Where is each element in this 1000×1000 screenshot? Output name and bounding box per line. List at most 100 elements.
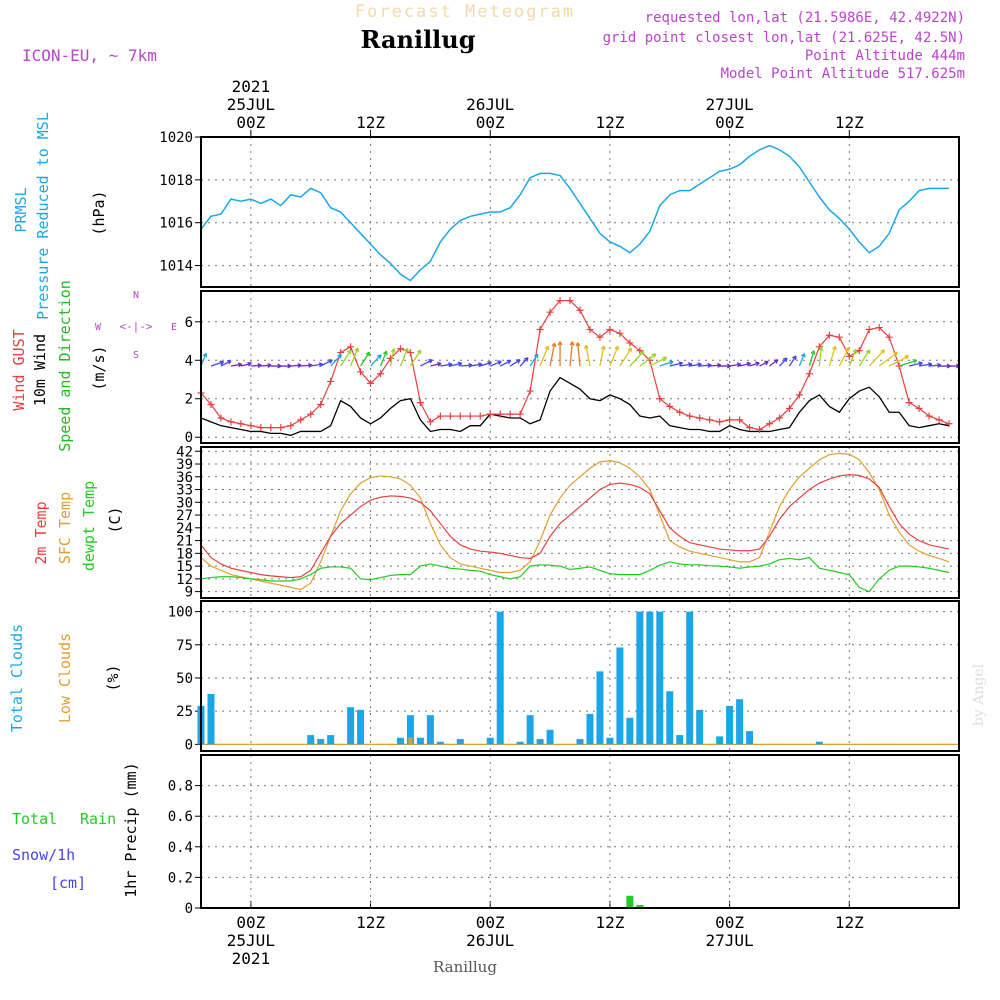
dewpt-line bbox=[200, 556, 950, 593]
y-tick-label: 0.8 bbox=[168, 779, 193, 795]
gust-point bbox=[855, 347, 863, 355]
time-label: 26JUL bbox=[466, 931, 514, 950]
gust-point bbox=[616, 329, 624, 337]
rain-bar bbox=[626, 895, 634, 908]
temperature-frame bbox=[200, 446, 960, 599]
gust-point bbox=[746, 424, 754, 432]
wind-arrow bbox=[818, 346, 824, 367]
y-tick-label: 30 bbox=[176, 495, 193, 511]
gust-point bbox=[835, 333, 843, 341]
gust-point bbox=[496, 410, 504, 418]
rain-bar bbox=[636, 904, 644, 908]
precip-panel: 0 0.2 0.4 0.6 0.8 bbox=[168, 754, 960, 917]
wind-arrow bbox=[409, 349, 422, 367]
point-altitude: Point Altitude 444m bbox=[805, 48, 965, 64]
gust-point bbox=[915, 404, 923, 412]
total-cloud-bar bbox=[486, 737, 494, 745]
y-tick-label: 0 bbox=[185, 430, 193, 446]
time-label: 2021 bbox=[232, 77, 271, 96]
wind-arrow bbox=[619, 347, 633, 367]
pressure-labels: PRMSL Pressure Reduced to MSL (hPa) bbox=[12, 112, 108, 320]
requested-coords: requested lon,lat (21.5986E, 42.4922N) bbox=[645, 10, 965, 26]
y-tick-label: 0 bbox=[185, 737, 193, 753]
y-tick-label: 9 bbox=[185, 585, 193, 601]
wind-arrow bbox=[489, 360, 502, 367]
gust-point bbox=[696, 414, 704, 422]
clouds-panel: 0 25 50 75 100 bbox=[168, 600, 960, 753]
time-label: 25JUL bbox=[227, 95, 275, 114]
total-cloud-bar bbox=[426, 715, 434, 745]
wind-arrow bbox=[290, 362, 302, 368]
clouds-unit: (%) bbox=[104, 664, 122, 691]
y-tick-label: 100 bbox=[168, 605, 193, 621]
y-tick-label: 0.2 bbox=[168, 870, 193, 886]
total-cloud-bar bbox=[396, 737, 404, 745]
gust-point bbox=[785, 404, 793, 412]
wind-arrow bbox=[389, 348, 396, 367]
gust-point bbox=[486, 410, 494, 418]
gust-point bbox=[766, 420, 773, 428]
gust-point bbox=[756, 426, 764, 434]
y-tick-label: 1018 bbox=[159, 173, 193, 189]
y-tick-label: 1020 bbox=[159, 130, 193, 146]
snow-unit-label: [cm] bbox=[50, 874, 86, 892]
model-altitude: Model Point Altitude 517.625m bbox=[721, 66, 965, 82]
total-cloud-bar bbox=[406, 715, 414, 745]
total-clouds-label: Total Clouds bbox=[8, 624, 26, 732]
wind-arrow bbox=[878, 351, 899, 367]
gust-point bbox=[387, 354, 394, 362]
time-label: 00Z bbox=[715, 113, 744, 132]
time-label: 12Z bbox=[356, 913, 385, 932]
wind-arrow bbox=[908, 361, 923, 367]
pressure-panel: 1014 1016 1018 1020 bbox=[159, 130, 960, 288]
time-label: 25JUL bbox=[227, 931, 275, 950]
wind-arrow bbox=[399, 347, 409, 367]
product-title: Forecast Meteogram bbox=[355, 2, 575, 22]
total-cloud-bar bbox=[526, 715, 534, 745]
time-label: 00Z bbox=[476, 113, 505, 132]
gust-point bbox=[526, 387, 534, 395]
compass-n: N bbox=[133, 290, 139, 301]
total-cloud-bar bbox=[586, 713, 594, 745]
y-tick-label: 21 bbox=[176, 534, 193, 550]
wind-arrow bbox=[320, 359, 333, 367]
compass-arrows: <-|-> bbox=[119, 320, 152, 333]
gust-point bbox=[327, 377, 335, 385]
wind-arrow bbox=[759, 360, 769, 367]
wind-label: 10m Wind bbox=[31, 334, 49, 406]
gust-point bbox=[656, 395, 664, 403]
wind-arrow bbox=[250, 362, 262, 368]
wind-arrow bbox=[420, 359, 433, 367]
sfc-temp-line bbox=[200, 452, 950, 591]
gust-point bbox=[865, 325, 873, 333]
gust-point bbox=[237, 420, 245, 428]
precip-unit: 1hr Precip (mm) bbox=[122, 762, 140, 897]
total-cloud-bar bbox=[676, 735, 684, 745]
gust-point bbox=[396, 345, 404, 353]
total-cloud-bar bbox=[606, 737, 614, 745]
temperature-labels: 2m Temp SFC Temp dewpt Temp (C) bbox=[32, 481, 124, 571]
sfc-temp-label: SFC Temp bbox=[56, 492, 74, 564]
y-tick-label: 4 bbox=[185, 353, 193, 369]
y-tick-label: 36 bbox=[176, 470, 193, 486]
wind-arrow bbox=[379, 350, 388, 367]
total-cloud-bar bbox=[726, 705, 734, 745]
gust-point bbox=[426, 418, 434, 426]
total-cloud-bar bbox=[666, 691, 674, 745]
wind-arrow bbox=[360, 351, 371, 367]
gust-point bbox=[626, 339, 634, 347]
temp-line bbox=[200, 474, 950, 579]
wind-arrow bbox=[499, 359, 512, 367]
compass-s: S bbox=[133, 350, 139, 361]
time-label: 00Z bbox=[715, 913, 744, 932]
temp-label: 2m Temp bbox=[32, 501, 50, 564]
gust-point bbox=[726, 416, 734, 424]
y-tick-label: 15 bbox=[176, 559, 193, 575]
gust-point bbox=[885, 333, 893, 341]
wind-arrow bbox=[480, 361, 492, 367]
wind-arrow bbox=[220, 360, 232, 367]
gust-label: Wind GUST bbox=[10, 329, 28, 410]
gust-point bbox=[795, 391, 803, 399]
